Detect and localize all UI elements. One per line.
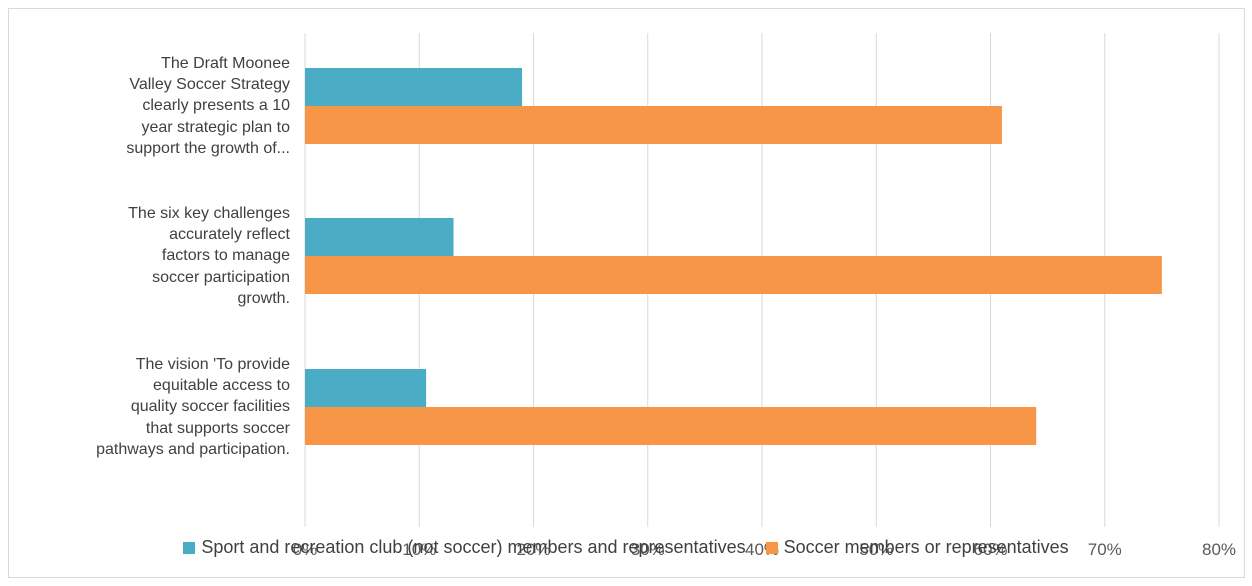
category-label-line: growth. xyxy=(237,290,290,308)
legend: Sport and recreation club (not soccer) m… xyxy=(0,537,1252,558)
x-tick-label: 80% xyxy=(1202,540,1236,559)
bar-soccer-0 xyxy=(305,106,1002,144)
category-label-line: Valley Soccer Strategy xyxy=(129,75,290,93)
category-label-line: equitable access to xyxy=(153,376,290,394)
category-label-line: that supports soccer xyxy=(145,419,290,437)
bar-sport-recreation-1 xyxy=(305,218,454,256)
category-label-line: The six key challenges xyxy=(128,204,290,222)
legend-item: Soccer members or representatives xyxy=(765,537,1069,558)
category-label-line: clearly presents a 10 xyxy=(142,97,290,115)
category-label-line: support the growth of... xyxy=(126,140,290,158)
bar-sport-recreation-2 xyxy=(305,369,427,407)
x-tick-label: 70% xyxy=(1088,540,1122,559)
category-label-0: The Draft Moonee Valley Soccer Strategy cl… xyxy=(10,53,290,160)
x-tick-label: 0% xyxy=(293,540,318,559)
x-tick-label: 30% xyxy=(631,540,665,559)
legend-item: Sport and recreation club (not soccer) m… xyxy=(183,537,746,558)
legend-swatch xyxy=(183,541,196,554)
bar-soccer-2 xyxy=(305,407,1037,445)
x-tick-label: 10% xyxy=(402,540,436,559)
category-label-line: factors to manage xyxy=(161,247,290,265)
category-label-line: accurately reflect xyxy=(169,225,290,243)
x-tick-label: 60% xyxy=(973,540,1007,559)
category-label-line: pathways and participation. xyxy=(96,441,290,459)
x-tick-label: 20% xyxy=(516,540,550,559)
legend-label: Soccer members or representatives xyxy=(783,537,1069,557)
category-label-line: The Draft Moonee xyxy=(161,54,290,72)
category-label-2: The vision 'To provide equitable access t… xyxy=(10,354,290,461)
bars xyxy=(305,68,1162,445)
legend-label: Sport and recreation club (not soccer) m… xyxy=(201,537,746,557)
category-label-line: soccer participation xyxy=(152,268,290,286)
legend-swatch xyxy=(765,541,778,554)
bar-soccer-1 xyxy=(305,256,1162,294)
category-label-line: quality soccer facilities xyxy=(130,398,290,416)
x-tick-label: 50% xyxy=(859,540,893,559)
category-label-line: year strategic plan to xyxy=(141,118,290,136)
category-label-line: The vision 'To provide xyxy=(135,355,290,373)
bar-sport-recreation-0 xyxy=(305,68,523,106)
category-label-1: The six key challenges accurately reflect… xyxy=(10,203,290,310)
